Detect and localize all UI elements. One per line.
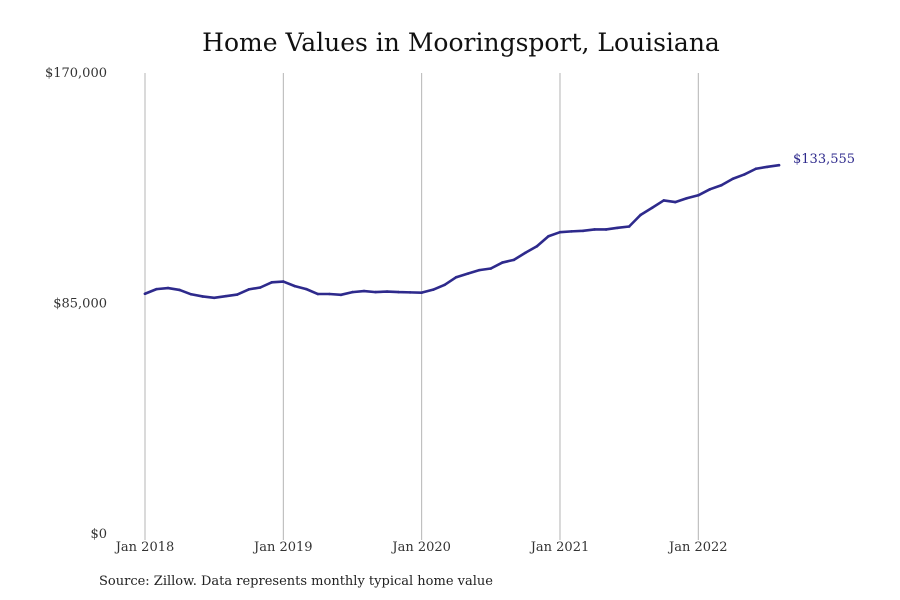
y-tick-label: $170,000 [45,66,107,81]
data-point [489,267,493,270]
x-axis: Jan 2018 Jan 2019 Jan 2020 Jan 2021 Jan 2022 [114,540,728,555]
data-point [270,281,274,284]
data-point [316,292,320,296]
last-value-label: $133,555 [793,152,855,167]
data-point [535,244,539,248]
data-point [524,251,527,255]
data-point [454,275,458,279]
data-point [339,293,343,297]
data-point [143,292,147,296]
data-point [639,213,642,217]
data-point [766,165,769,169]
data-point [362,289,366,293]
data-point [697,194,700,197]
x-tick-label: Jan 2019 [252,540,313,555]
data-point [604,228,608,231]
data-point [593,228,596,231]
y-tick-label: $85,000 [53,297,107,312]
data-point [501,261,504,264]
data-point [258,286,262,289]
data-point [408,291,412,294]
data-point [431,288,435,291]
data-point [224,294,227,298]
data-point [777,163,781,167]
y-tick-label: $0 [90,527,107,542]
data-point [570,230,573,233]
data-point [558,230,562,234]
data-point [155,287,158,291]
data-point [374,290,377,294]
data-point [627,225,631,228]
data-point [685,196,689,200]
data-point [743,173,746,176]
data-point [178,288,181,292]
x-tick-label: Jan 2018 [114,540,175,555]
data-point [581,229,585,233]
data-point [720,183,723,187]
data-point [673,200,677,204]
x-tick-label: Jan 2022 [667,540,728,555]
x-tick-label: Jan 2021 [529,540,590,555]
data-point [305,287,308,291]
data-point [650,206,654,210]
data-point [547,234,550,238]
data-point [512,258,516,262]
data-point [477,268,481,272]
chart-title: Home Values in Mooringsport, Louisiana [202,28,720,57]
series-line [143,163,781,300]
y-axis: $0 $85,000 $170,000 [45,66,107,542]
data-point [282,280,285,283]
data-point [385,290,389,293]
x-tick-label: Jan 2020 [390,540,451,555]
data-point [616,226,619,230]
gridlines [144,73,699,540]
data-point [247,288,251,291]
data-point [466,272,470,275]
source-note: Source: Zillow. Data represents monthly … [99,574,493,589]
data-point [754,167,758,171]
data-point [351,290,354,294]
data-point [212,296,216,300]
data-point [166,286,170,290]
data-point [420,291,423,294]
data-point [662,199,666,202]
data-point [235,293,239,296]
data-point [731,177,735,181]
data-point [443,283,447,287]
data-point [397,290,400,294]
data-point [708,188,712,191]
data-point [293,284,297,288]
data-point [189,292,193,296]
data-point [328,292,331,296]
series-layer [143,163,781,300]
data-point [201,295,204,298]
